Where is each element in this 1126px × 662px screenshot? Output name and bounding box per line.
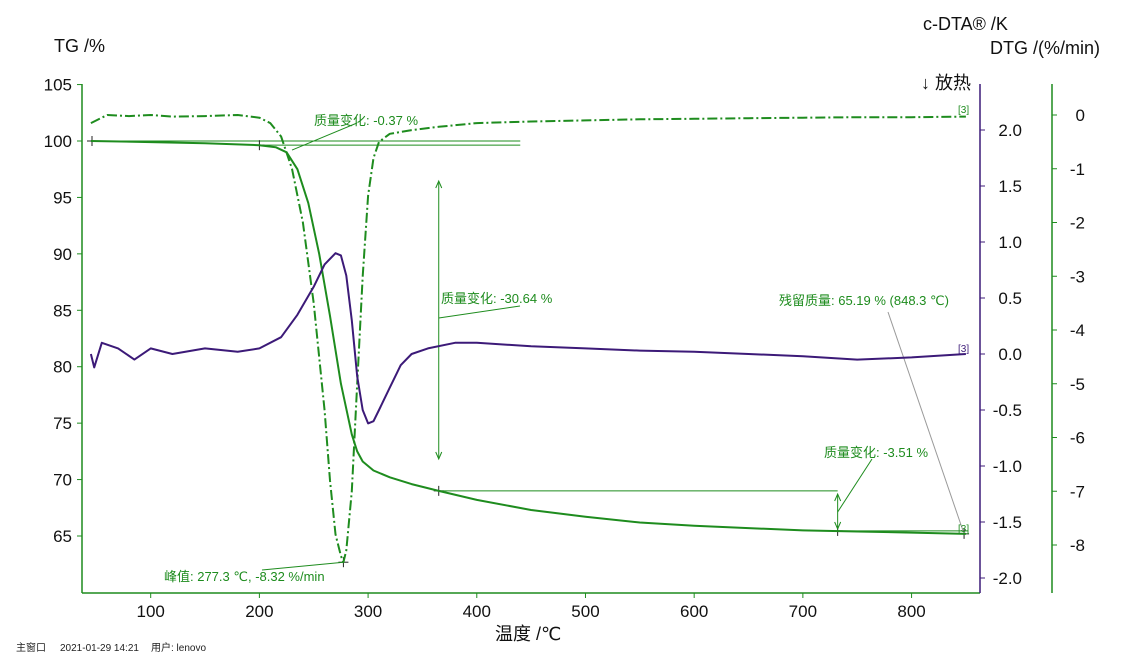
mass-change-step2-label: 质量变化: -30.64 % <box>441 291 553 306</box>
x-axis-title: 温度 /℃ <box>495 624 561 644</box>
dtg-tick-label: -6 <box>1070 429 1085 448</box>
tg-tick-label: 75 <box>53 414 72 433</box>
dta-curve <box>89 252 966 425</box>
dta-tick-label: 0.0 <box>998 345 1022 364</box>
dtg-tick-label: -2 <box>1070 214 1085 233</box>
tg-tick-label: 95 <box>53 188 72 207</box>
dtg-axis-title: DTG /(%/min) <box>990 38 1100 58</box>
tg-tick-label: 65 <box>53 527 72 546</box>
dta-tick-label: 2.0 <box>998 121 1022 140</box>
tg-tick-label: 80 <box>53 358 72 377</box>
x-tick-label: 400 <box>463 602 491 621</box>
tg-tick-label: 70 <box>53 471 72 490</box>
tg-axis-title: TG /% <box>54 36 105 56</box>
tg-tick-label: 85 <box>53 301 72 320</box>
residual-leader <box>887 311 965 535</box>
x-tick-label: 500 <box>571 602 599 621</box>
dta-tick-label: 1.5 <box>998 177 1022 196</box>
peak-leader <box>261 561 344 571</box>
x-tick-label: 800 <box>897 602 925 621</box>
dta-axis-title: c-DTA® /K <box>923 14 1008 34</box>
dtg-tick-label: -8 <box>1070 536 1085 555</box>
dta-tick-label: -1.0 <box>993 457 1022 476</box>
step3-leader <box>837 458 873 513</box>
x-tick-label: 300 <box>354 602 382 621</box>
annotation-labels: 质量变化: -0.37 % 质量变化: -30.64 % 残留质量: 65.19 %… <box>164 105 969 584</box>
footer-user: 用户: lenovo <box>151 641 206 654</box>
tg-curve-tag: [3] <box>958 524 969 535</box>
dtg-tick-label: -3 <box>1070 267 1085 286</box>
x-tick-label: 700 <box>789 602 817 621</box>
mass-change-step3-label: 质量变化: -3.51 % <box>824 445 928 460</box>
step2-leader <box>438 305 521 319</box>
dta-tick-label: 1.0 <box>998 233 1022 252</box>
dta-tick-label: -1.5 <box>993 513 1022 532</box>
dtg-curve-tag: [3] <box>958 105 969 116</box>
tg-tick-label: 90 <box>53 245 72 264</box>
annotation-lines <box>87 122 970 571</box>
step3-arrow-head <box>834 521 842 531</box>
step2-arrow-head <box>435 451 443 461</box>
x-tick-label: 200 <box>245 602 273 621</box>
dtg-tick-label: -7 <box>1070 482 1085 501</box>
step2-arrow-head <box>435 179 443 189</box>
dta-curve-tag: [3] <box>958 344 969 355</box>
footer-window: 主窗口 <box>16 641 46 654</box>
mass-change-step1-label: 质量变化: -0.37 % <box>314 113 418 128</box>
step1-leader <box>291 122 358 151</box>
x-tick-label: 600 <box>680 602 708 621</box>
tg-tick-label: 105 <box>44 76 72 95</box>
dtg-tick-label: 0 <box>1076 106 1085 125</box>
series-layer <box>89 114 966 564</box>
dta-tick-label: -2.0 <box>993 569 1022 588</box>
exotherm-label: ↓ 放热 <box>921 73 971 93</box>
dtg-tick-label: -4 <box>1070 321 1085 340</box>
footer-datetime: 2021-01-29 14:21 <box>60 643 139 654</box>
dtg-curve <box>90 114 966 564</box>
peak-label: 峰值: 277.3 ℃, -8.32 %/min <box>164 569 325 584</box>
step3-arrow-head <box>834 492 842 502</box>
axis-ticks: 100 200 300 400 500 600 700 8001051009590858075… <box>44 76 1085 621</box>
dta-tick-label: 0.5 <box>998 289 1022 308</box>
tg-curve <box>90 140 966 535</box>
dta-tick-label: -0.5 <box>993 401 1022 420</box>
dtg-tick-label: -1 <box>1070 160 1085 179</box>
residual-mass-label: 残留质量: 65.19 % (848.3 ℃) <box>779 293 949 308</box>
dtg-tick-label: -5 <box>1070 375 1085 394</box>
x-tick-label: 100 <box>137 602 165 621</box>
tg-tick-label: 100 <box>44 132 72 151</box>
